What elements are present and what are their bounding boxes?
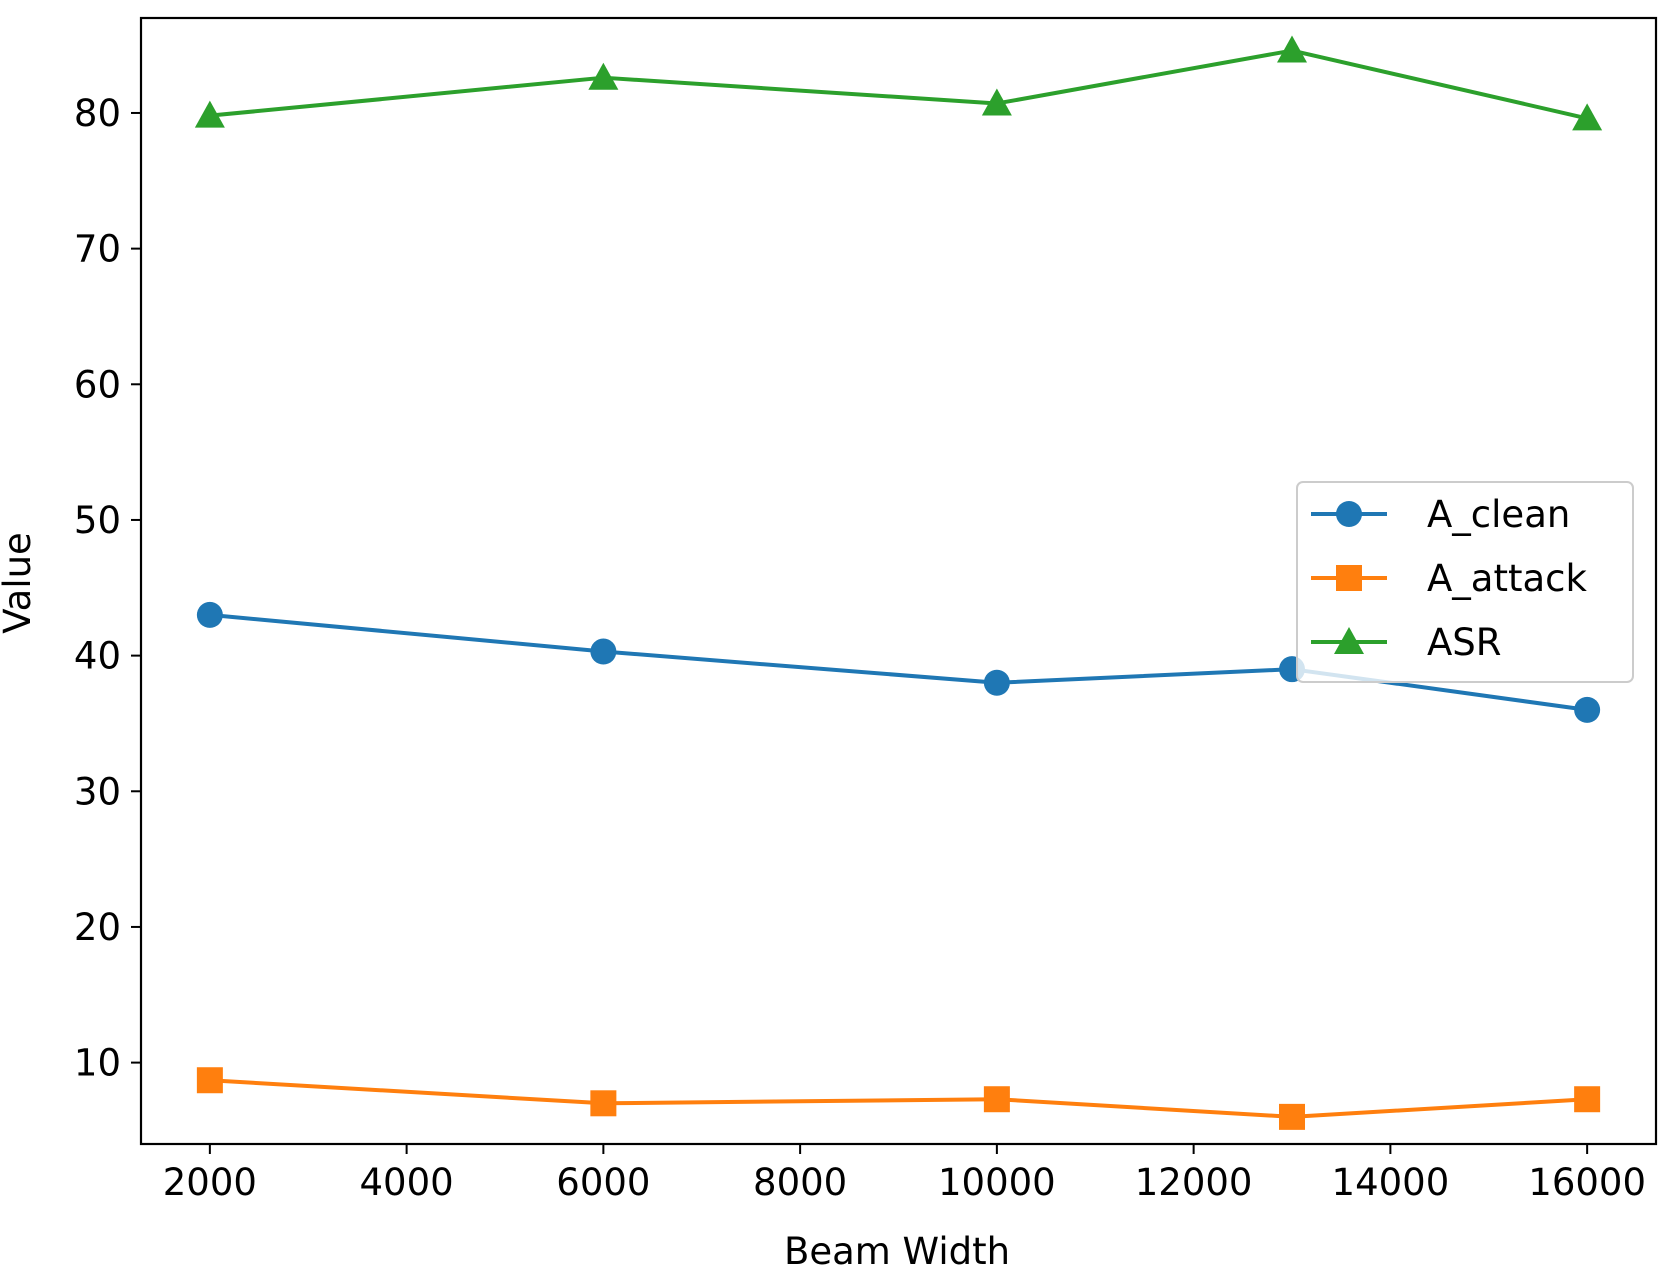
- data-point-a-attack: [196, 1067, 223, 1094]
- legend-box: [1296, 481, 1634, 683]
- legend-label: A_attack: [1427, 557, 1588, 600]
- y-axis-label: Value: [0, 532, 39, 634]
- data-point-a-attack: [1574, 1086, 1601, 1113]
- data-point-asr: [981, 88, 1012, 116]
- legend-item-a-attack: A_attack: [1311, 557, 1588, 600]
- y-tick-label: 70: [74, 228, 121, 271]
- data-point-asr: [194, 100, 225, 128]
- x-axis-label: Beam Width: [784, 1230, 1010, 1273]
- x-tick-label: 4000: [360, 1161, 454, 1204]
- data-point-a-clean: [590, 638, 617, 665]
- data-point-a-clean: [196, 601, 223, 628]
- series-asr: [194, 35, 1603, 131]
- y-tick-label: 80: [74, 92, 121, 135]
- series-line-a-attack: [209, 1078, 1588, 1119]
- y-axis: 10 20 30 40 50 60 70 80: [74, 92, 141, 1085]
- data-point-a-clean: [1574, 696, 1601, 723]
- x-tick-label: 10000: [938, 1161, 1056, 1204]
- data-point-a-attack: [983, 1086, 1010, 1113]
- y-tick-label: 40: [74, 635, 121, 678]
- x-tick-label: 8000: [753, 1161, 847, 1204]
- x-tick-label: 14000: [1332, 1161, 1450, 1204]
- data-point-asr: [588, 62, 619, 90]
- y-tick-label: 50: [74, 499, 121, 542]
- data-point-a-attack: [1279, 1103, 1306, 1130]
- data-point-asr: [1277, 35, 1308, 63]
- x-tick-label: 6000: [556, 1161, 650, 1204]
- data-point-a-attack: [590, 1090, 617, 1117]
- data-point-a-clean: [983, 669, 1010, 696]
- plot-frame: [139, 16, 1658, 1146]
- legend-item-asr: ASR: [1311, 621, 1502, 664]
- y-tick-label: 60: [74, 363, 121, 406]
- x-axis: 2000 4000 6000 8000 10000 12000 14000 16000: [163, 1144, 1646, 1204]
- x-tick-label: 16000: [1528, 1161, 1646, 1204]
- data-point-asr: [1572, 103, 1603, 131]
- legend: A_clean A_attack ASR: [1296, 481, 1634, 683]
- y-tick-label: 20: [74, 906, 121, 949]
- legend-label: ASR: [1427, 621, 1502, 664]
- y-tick-label: 30: [74, 770, 121, 813]
- legend-marker: [1336, 501, 1362, 527]
- series-a-attack: [196, 1067, 1601, 1130]
- series-line-asr: [209, 48, 1588, 121]
- plot-area: [139, 16, 1658, 1146]
- legend-item-a-clean: A_clean: [1311, 493, 1570, 536]
- y-tick-label: 10: [74, 1042, 121, 1085]
- legend-marker: [1336, 565, 1362, 591]
- legend-label: A_clean: [1427, 493, 1570, 536]
- x-tick-label: 12000: [1135, 1161, 1253, 1204]
- x-tick-label: 2000: [163, 1161, 257, 1204]
- legend-marker: [1334, 627, 1364, 654]
